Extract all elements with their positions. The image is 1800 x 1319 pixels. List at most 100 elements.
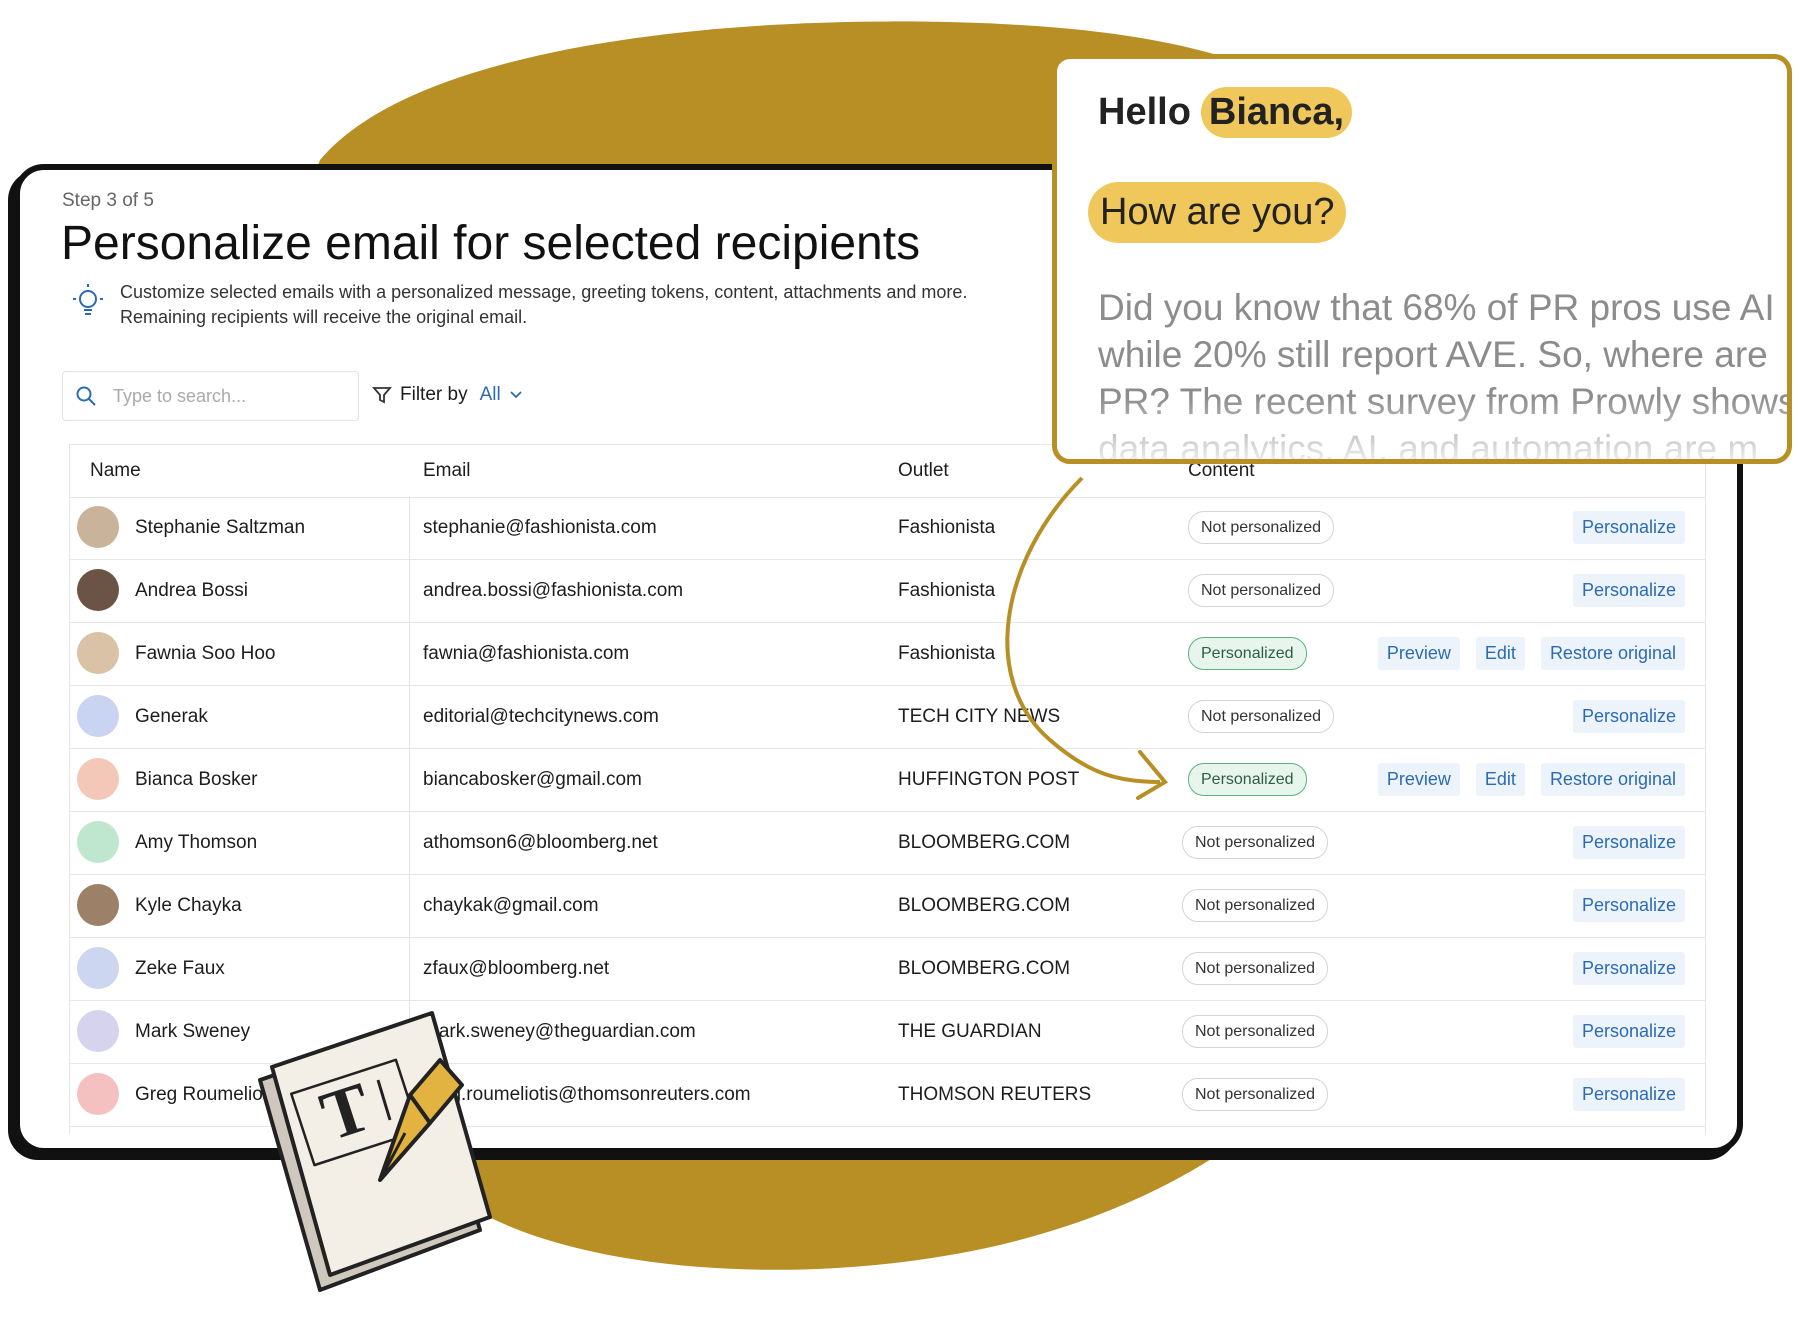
- table-row: Andrea Bossi andrea.bossi@fashionista.com…: [69, 559, 1705, 623]
- filter-label: Filter by: [400, 384, 468, 405]
- table-border: [1705, 444, 1706, 1134]
- action-button[interactable]: Personalize: [1572, 700, 1685, 733]
- recipient-outlet: Fashionista: [898, 517, 996, 538]
- action-button[interactable]: Preview: [1377, 763, 1460, 796]
- avatar: [77, 506, 119, 548]
- recipient-name: Stephanie Saltzman: [135, 517, 306, 538]
- recipient-name: Amy Thomson: [135, 832, 258, 853]
- filter-icon: [372, 387, 392, 404]
- search-box[interactable]: Type to search...: [62, 371, 359, 421]
- bulb-icon: [73, 284, 103, 315]
- table-row: Bianca Bosker biancabosker@gmail.com HUFFI…: [69, 748, 1705, 812]
- action-button[interactable]: Restore original: [1540, 763, 1685, 796]
- recipient-email: fawnia@fashionista.com: [423, 643, 630, 664]
- actions: Personalize: [1572, 952, 1685, 985]
- avatar: [77, 1073, 119, 1115]
- avatar: [77, 695, 119, 737]
- table-row: Fawnia Soo Hoo fawnia@fashionista.com Fash…: [69, 622, 1705, 686]
- recipient-outlet: TECH CITY NEWS: [898, 706, 1061, 727]
- avatar: [77, 758, 119, 800]
- recipient-outlet: THOMSON REUTERS: [898, 1084, 1092, 1105]
- action-button[interactable]: Personalize: [1572, 574, 1685, 607]
- description-line: Customize selected emails with a persona…: [120, 282, 968, 302]
- table-row: Amy Thomson athomson6@bloomberg.net BLOOMB…: [69, 811, 1705, 875]
- action-button[interactable]: Preview: [1377, 637, 1460, 670]
- action-button[interactable]: Personalize: [1572, 889, 1685, 922]
- recipient-name: Mark Sweney: [135, 1021, 251, 1042]
- description: Customize selected emails with a persona…: [120, 280, 967, 330]
- table-row: Mark Sweney mark.sweney@theguardian.com TH…: [69, 1000, 1705, 1064]
- search-icon: [76, 386, 96, 406]
- recipient-email: andrea.bossi@fashionista.com: [423, 580, 684, 601]
- recipient-name: Generak: [135, 706, 208, 727]
- column-header: Email: [423, 460, 471, 481]
- table-border: [69, 444, 70, 1134]
- recipient-email: stephanie@fashionista.com: [423, 517, 657, 538]
- recipient-outlet: THE GUARDIAN: [898, 1021, 1042, 1042]
- content-status: Not personalized: [1182, 1015, 1329, 1048]
- chevron: [510, 391, 522, 399]
- description-line: Remaining recipients will receive the or…: [120, 307, 528, 327]
- content-status: Not personalized: [1188, 574, 1335, 607]
- body-line: data analytics, AI, and automation are m: [1098, 428, 1759, 464]
- email-preview: Hello Bianca, How are you? Did you know …: [1052, 54, 1792, 464]
- action-button[interactable]: Personalize: [1572, 952, 1685, 985]
- action-button[interactable]: Restore original: [1540, 637, 1685, 670]
- column-header: Name: [90, 460, 141, 481]
- recipient-email: chaykak@gmail.com: [423, 895, 599, 916]
- avatar: [77, 947, 119, 989]
- recipient-outlet: HUFFINGTON POST: [898, 769, 1080, 790]
- table-row: Kyle Chayka chaykak@gmail.com BLOOMBERG.CO…: [69, 874, 1705, 938]
- actions: Personalize: [1572, 574, 1685, 607]
- column-divider: [409, 496, 410, 1136]
- actions: Personalize: [1572, 1078, 1685, 1111]
- avatar: [77, 632, 119, 674]
- recipient-email: greg.roumeliotis@thomsonreuters.com: [423, 1084, 751, 1105]
- actions: Personalize: [1572, 889, 1685, 922]
- action-button[interactable]: Personalize: [1572, 1015, 1685, 1048]
- avatar: [77, 821, 119, 863]
- recipient-email: mark.sweney@theguardian.com: [423, 1021, 696, 1042]
- table-row: Generak editorial@techcitynews.com TECH CI…: [69, 685, 1705, 749]
- actions: Personalize: [1572, 700, 1685, 733]
- actions: Personalize: [1572, 826, 1685, 859]
- recipient-outlet: Fashionista: [898, 643, 996, 664]
- column-header: Outlet: [898, 460, 949, 481]
- body-line: while 20% still report AVE. So, where ar…: [1098, 334, 1768, 375]
- recipient-name: Greg Roumeliotis: [135, 1084, 282, 1105]
- table: Name Email Outlet Content Stephanie Salt…: [20, 444, 1737, 1148]
- recipient-name: Kyle Chayka: [135, 895, 242, 916]
- content-status: Not personalized: [1182, 1078, 1329, 1111]
- table-row: Stephanie Saltzman stephanie@fashionista.…: [69, 496, 1705, 560]
- recipient-email: editorial@techcitynews.com: [423, 706, 659, 727]
- action-button[interactable]: Personalize: [1572, 1078, 1685, 1111]
- greeting: Hello Bianca,: [1098, 87, 1353, 138]
- header-row: Name Email Outlet Content: [69, 444, 1705, 498]
- avatar: [77, 569, 119, 611]
- pen-illustration: T: [258, 1011, 492, 1292]
- avatar: [77, 1010, 119, 1052]
- column-header: Content: [1188, 460, 1255, 481]
- actions: Preview Edit Restore original: [1377, 637, 1685, 670]
- actions: Personalize: [1572, 1015, 1685, 1048]
- content-status: Not personalized: [1182, 952, 1329, 985]
- action-button[interactable]: Personalize: [1572, 511, 1685, 544]
- content-status: Not personalized: [1182, 889, 1329, 922]
- body-line: PR? The recent survey from Prowly shows: [1098, 381, 1792, 422]
- actions: Preview Edit Restore original: [1377, 763, 1685, 796]
- action-button[interactable]: Edit: [1475, 637, 1525, 670]
- filter[interactable]: Filter by All: [372, 384, 523, 406]
- recipient-outlet: Fashionista: [898, 580, 996, 601]
- filter-value: All: [479, 384, 501, 405]
- step-label: Step 3 of 5: [62, 190, 154, 211]
- recipient-email: zfaux@bloomberg.net: [423, 958, 610, 979]
- recipient-name: Fawnia Soo Hoo: [135, 643, 276, 664]
- name-token: Bianca,: [1200, 87, 1353, 138]
- action-button[interactable]: Edit: [1475, 763, 1525, 796]
- action-button[interactable]: Personalize: [1572, 826, 1685, 859]
- recipient-outlet: BLOOMBERG.COM: [898, 958, 1071, 979]
- recipient-name: Andrea Bossi: [135, 580, 249, 601]
- content-status: Not personalized: [1188, 700, 1335, 733]
